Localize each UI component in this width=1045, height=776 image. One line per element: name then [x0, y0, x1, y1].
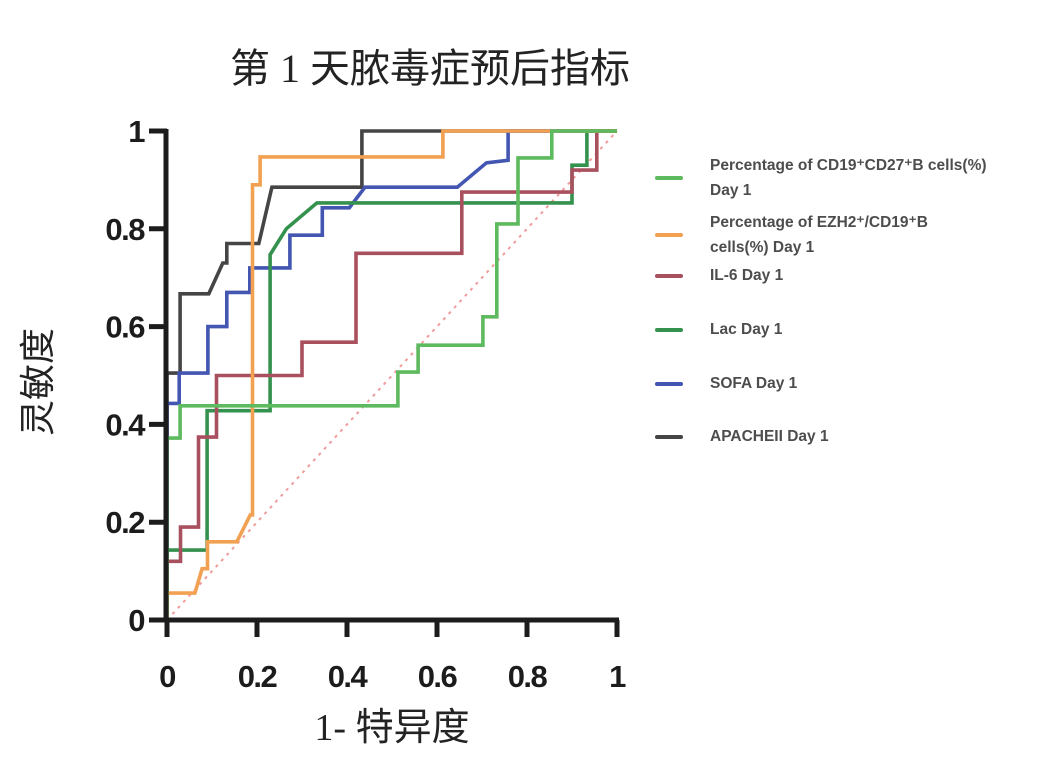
y-tick-label: 1: [128, 114, 145, 149]
roc-curve-cd19-cd27-b-cells-day1: [165, 129, 617, 620]
x-tick-label: 0: [159, 659, 175, 694]
chart-title: 第 1 天脓毒症预后指标: [230, 46, 630, 91]
x-tick-label: 0.6: [418, 659, 458, 694]
x-axis-label: 1- 特异度: [314, 707, 470, 749]
y-tick-label: 0.4: [105, 407, 146, 442]
x-tick-label: 0.2: [238, 659, 277, 694]
roc-curve-ezh2-cd19-b-cells-day1: [165, 129, 617, 620]
y-tick-label: 0.6: [105, 310, 145, 345]
y-axis-label: 灵敏度: [18, 328, 58, 437]
roc-curve-il-6-day1: [165, 129, 617, 620]
x-tick-label: 0.4: [328, 659, 369, 694]
y-tick-label: 0.8: [105, 212, 145, 247]
reference-diagonal-line: [166, 130, 618, 621]
x-tick-label: 0.8: [508, 659, 548, 694]
x-tick-label: 1: [609, 659, 626, 694]
y-tick-label: 0: [128, 603, 144, 638]
y-tick-label: 0.2: [105, 505, 144, 540]
roc-curve-sofa-day1: [165, 129, 617, 620]
